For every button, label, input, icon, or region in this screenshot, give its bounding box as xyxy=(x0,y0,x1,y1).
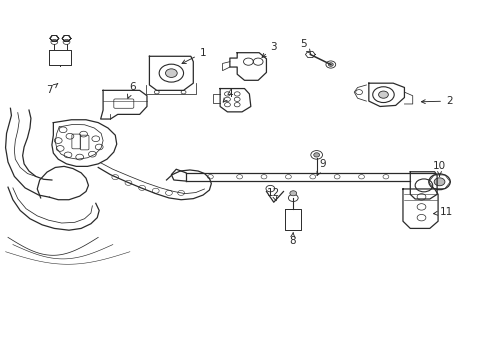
Text: 1: 1 xyxy=(182,48,206,63)
Text: 12: 12 xyxy=(266,188,280,201)
Text: 2: 2 xyxy=(421,96,452,106)
Circle shape xyxy=(165,69,177,77)
Text: 5: 5 xyxy=(299,39,310,54)
Text: 11: 11 xyxy=(433,207,452,217)
Text: 10: 10 xyxy=(432,161,445,176)
Circle shape xyxy=(378,91,387,98)
Circle shape xyxy=(313,153,319,157)
Text: 4: 4 xyxy=(223,89,233,102)
Circle shape xyxy=(289,191,296,196)
Circle shape xyxy=(433,178,444,186)
Text: 9: 9 xyxy=(316,159,325,175)
Text: 7: 7 xyxy=(46,84,58,95)
Text: 8: 8 xyxy=(288,233,295,246)
Circle shape xyxy=(328,63,332,66)
Text: 6: 6 xyxy=(127,82,135,98)
Text: 3: 3 xyxy=(262,42,277,57)
